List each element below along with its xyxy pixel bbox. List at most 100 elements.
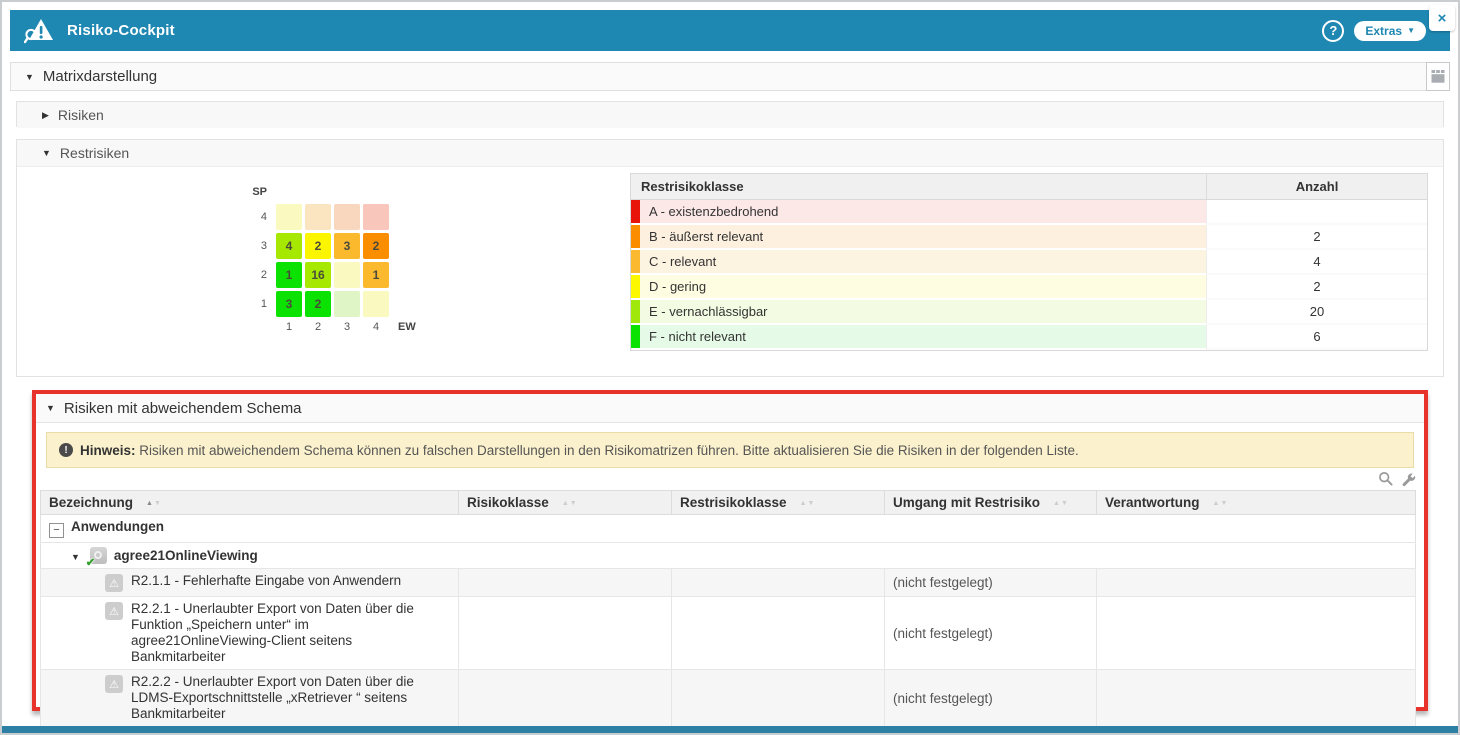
sort-control[interactable]: ▲▼	[562, 495, 578, 510]
application-icon: ✔	[90, 547, 107, 564]
risk-warning-icon: ⚠	[105, 574, 123, 592]
class-color-strip	[631, 275, 640, 298]
column-header-label: Restrisikoklasse	[680, 495, 787, 510]
sort-control[interactable]: ▲▼	[1213, 495, 1229, 510]
column-header-label: Risikoklasse	[467, 495, 549, 510]
risk-row[interactable]: ⚠ R2.1.1 - Fehlerhafte Eingabe von Anwend…	[41, 569, 1416, 597]
matrix-cell	[334, 262, 360, 288]
restrisiko-table-body: A - existenzbedrohendB - äußerst relevan…	[631, 200, 1427, 350]
chevron-down-icon: ▼	[1407, 27, 1415, 35]
restrisiko-row: E - vernachlässigbar20	[631, 300, 1427, 325]
close-icon: ×	[1438, 10, 1447, 27]
risk-label: R2.2.1 - Unerlaubter Export von Daten üb…	[131, 601, 450, 665]
sort-desc-icon: ▼	[1061, 500, 1069, 507]
section-matrixdarstellung-label: Matrixdarstellung	[43, 68, 157, 85]
matrix-cell	[363, 204, 389, 230]
window-bottom-edge	[2, 726, 1458, 733]
section-schema-label: Risiken mit abweichendem Schema	[64, 400, 302, 417]
collapse-icon: ▼	[42, 148, 51, 158]
umgang-value: (nicht festgelegt)	[885, 597, 1097, 670]
class-label: A - existenzbedrohend	[640, 200, 1206, 225]
subgroup-row-agree21onlineviewing[interactable]: ▼ ✔ agree21OnlineViewing	[41, 543, 1416, 569]
risk-cockpit-logo-icon	[24, 18, 54, 44]
extras-label: Extras	[1365, 24, 1402, 38]
search-icon[interactable]	[1378, 471, 1394, 487]
tree-collapse-icon[interactable]: −	[49, 523, 64, 538]
matrix-cell: 4	[276, 233, 302, 259]
section-risiken-label: Risiken	[58, 107, 104, 123]
section-risiken[interactable]: ▶ Risiken	[16, 101, 1444, 127]
risk-cockpit-window: Risiko-Cockpit ? Extras ▼ × ▼ Matrixdars…	[0, 0, 1460, 735]
class-count: 2	[1206, 225, 1427, 250]
expand-icon: ▶	[42, 110, 49, 121]
help-button[interactable]: ?	[1322, 20, 1344, 42]
extras-button[interactable]: Extras ▼	[1354, 21, 1426, 41]
check-icon: ✔	[86, 556, 95, 569]
close-button[interactable]: ×	[1429, 5, 1455, 31]
schema-table: Bezeichnung▲▼Risikoklasse▲▼Restrisikokla…	[40, 490, 1416, 727]
matrix-x-tick: 2	[305, 321, 331, 333]
risk-label: R2.1.1 - Fehlerhafte Eingabe von Anwende…	[131, 573, 401, 589]
class-label: D - gering	[640, 275, 1206, 300]
section-schema-highlighted: ▼ Risiken mit abweichendem Schema ! Hinw…	[32, 390, 1428, 711]
restrisiko-row: A - existenzbedrohend	[631, 200, 1427, 225]
column-header-anzahl: Anzahl	[1206, 174, 1427, 199]
matrix-cell: 16	[305, 262, 331, 288]
column-header-risikoklasse[interactable]: Risikoklasse ▲▼	[459, 491, 672, 515]
section-schema-bar[interactable]: ▼ Risiken mit abweichendem Schema	[36, 394, 1424, 423]
sort-asc-icon: ▲	[1053, 500, 1061, 507]
column-header-label: Umgang mit Restrisiko	[893, 495, 1040, 510]
class-color-strip	[631, 200, 640, 223]
section-matrixdarstellung[interactable]: ▼ Matrixdarstellung	[10, 62, 1450, 91]
class-color-strip	[631, 325, 640, 348]
class-label: E - vernachlässigbar	[640, 300, 1206, 325]
matrix-y-tick: 3	[243, 240, 276, 252]
restrisiko-table-header: Restrisikoklasse Anzahl	[631, 174, 1427, 200]
group-row-anwendungen[interactable]: −Anwendungen	[41, 515, 1416, 543]
hint-body: Risiken mit abweichendem Schema können z…	[139, 443, 1079, 458]
sort-control[interactable]: ▲▼	[800, 495, 816, 510]
risikoklasse-value	[459, 670, 672, 727]
expand-triangle-icon[interactable]: ▼	[71, 552, 80, 562]
subgroup-label: agree21OnlineViewing	[114, 548, 258, 563]
verantwortung-value	[1097, 569, 1416, 597]
matrix-cell	[334, 204, 360, 230]
column-header-bezeichnung[interactable]: Bezeichnung ▲▼	[41, 491, 459, 515]
sort-control[interactable]: ▲▼	[1053, 495, 1069, 510]
restrisikoklasse-value	[672, 597, 885, 670]
matrix-x-tick: 1	[276, 321, 302, 333]
sort-desc-icon: ▼	[1220, 500, 1228, 507]
risk-matrix: SP434232211611321234EW	[243, 186, 416, 336]
title-bar: Risiko-Cockpit ? Extras ▼	[10, 10, 1450, 51]
matrix-y-tick: 4	[243, 211, 276, 223]
wrench-icon[interactable]	[1401, 472, 1416, 487]
risk-row[interactable]: ⚠ R2.2.1 - Unerlaubter Export von Daten ü…	[41, 597, 1416, 670]
column-header-verantwortung[interactable]: Verantwortung▲▼	[1097, 491, 1416, 515]
section-restrisiken-label: Restrisiken	[60, 145, 129, 161]
class-count: 2	[1206, 275, 1427, 300]
class-count: 6	[1206, 325, 1427, 350]
matrix-cell: 2	[363, 233, 389, 259]
hint-text: Hinweis: Risiken mit abweichendem Schema…	[80, 443, 1079, 458]
column-header-label: Bezeichnung	[49, 495, 133, 510]
restrisikoklasse-value	[672, 670, 885, 727]
sort-control[interactable]: ▲▼	[146, 495, 162, 510]
class-color-strip	[631, 250, 640, 273]
matrix-cell	[276, 204, 302, 230]
schema-table-header-row: Bezeichnung▲▼Risikoklasse▲▼Restrisikokla…	[41, 491, 1416, 515]
matrix-cell: 2	[305, 291, 331, 317]
risk-warning-icon: ⚠	[105, 602, 123, 620]
section-restrisiken: ▼ Restrisiken SP434232211611321234EW Res…	[16, 139, 1444, 377]
column-header-restrisikoklasse[interactable]: Restrisikoklasse ▲▼	[672, 491, 885, 515]
table-view-button[interactable]	[1426, 62, 1450, 91]
section-restrisiken-bar[interactable]: ▼ Restrisiken	[17, 140, 1443, 167]
risk-warning-icon: ⚠	[105, 675, 123, 693]
matrix-cell: 3	[276, 291, 302, 317]
risk-row[interactable]: ⚠R2.2.2 - Unerlaubter Export von Daten ü…	[41, 670, 1416, 727]
class-color-strip	[631, 225, 640, 248]
hint-prefix: Hinweis:	[80, 443, 136, 458]
sort-desc-icon: ▼	[808, 500, 816, 507]
column-header-umgang-mit-restrisiko[interactable]: Umgang mit Restrisiko ▲▼	[885, 491, 1097, 515]
verantwortung-value	[1097, 670, 1416, 727]
hint-banner: ! Hinweis: Risiken mit abweichendem Sche…	[46, 432, 1414, 468]
